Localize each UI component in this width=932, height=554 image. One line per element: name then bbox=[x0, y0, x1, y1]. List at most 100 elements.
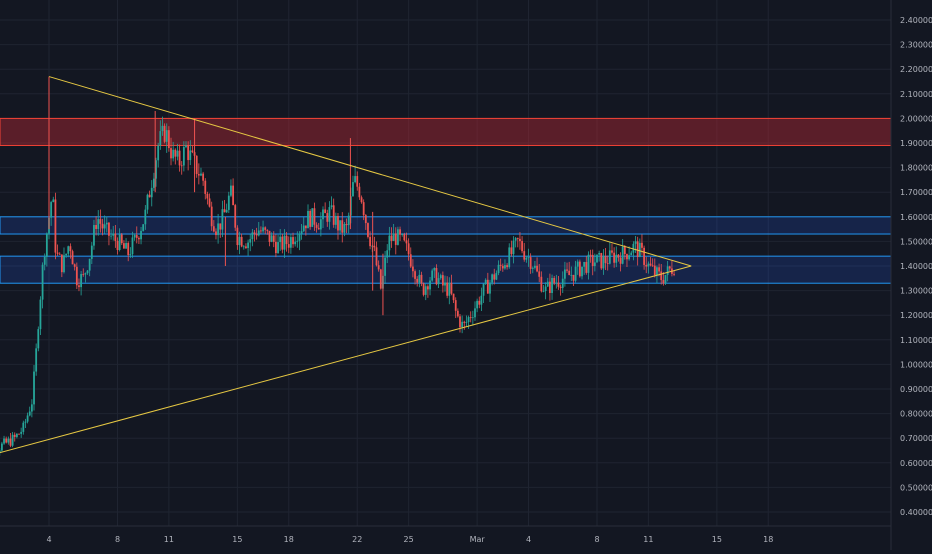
candle-body bbox=[189, 150, 192, 161]
candle-body bbox=[525, 257, 528, 260]
candle-body bbox=[360, 197, 363, 203]
candle-body bbox=[394, 233, 397, 245]
candle-body bbox=[138, 237, 140, 240]
candle-body bbox=[516, 238, 519, 239]
time-tick-label: 18 bbox=[284, 535, 294, 544]
candle-body bbox=[5, 438, 8, 443]
candle-body bbox=[148, 194, 151, 198]
candle-body bbox=[144, 209, 147, 225]
candle-body bbox=[390, 235, 393, 241]
candle-body bbox=[519, 238, 521, 242]
candle-body bbox=[373, 245, 376, 248]
candle-body bbox=[574, 266, 577, 281]
candle-body bbox=[593, 262, 596, 267]
trendline[interactable] bbox=[48, 76, 692, 267]
resistance-zone[interactable] bbox=[0, 117, 892, 146]
candle-body bbox=[296, 240, 299, 242]
candle-body bbox=[497, 264, 500, 273]
time-axis[interactable]: 4 8 11 15 18 22 25 Mar 4 8 11 15 18 bbox=[46, 535, 773, 544]
price-tick-label: 1.400000 bbox=[900, 262, 932, 271]
candle-body bbox=[397, 229, 399, 245]
candle-body bbox=[367, 223, 369, 237]
candle-body bbox=[195, 155, 198, 174]
candle-body bbox=[247, 242, 249, 249]
candle-body bbox=[41, 264, 44, 300]
support-zone[interactable] bbox=[0, 216, 892, 235]
candle-body bbox=[120, 234, 123, 244]
candle-body bbox=[39, 299, 42, 330]
candle-body bbox=[493, 274, 496, 280]
candle-body bbox=[103, 224, 106, 229]
candle-body bbox=[73, 264, 76, 267]
candle-body bbox=[210, 206, 213, 227]
candle-body bbox=[409, 254, 412, 267]
candle-body bbox=[581, 266, 583, 277]
support-zone[interactable] bbox=[0, 255, 892, 284]
candle-body bbox=[135, 235, 138, 238]
candle-body bbox=[146, 194, 149, 210]
candle-body bbox=[587, 254, 590, 273]
candle-body bbox=[309, 210, 312, 227]
candle-body bbox=[178, 150, 181, 166]
candle-body bbox=[45, 233, 48, 257]
candle-body bbox=[504, 265, 506, 269]
candle-body bbox=[298, 233, 301, 241]
candle-body bbox=[534, 265, 536, 268]
candle-body bbox=[529, 257, 532, 269]
candlestick-series[interactable] bbox=[0, 76, 675, 459]
candle-body bbox=[437, 278, 440, 285]
candle-body bbox=[287, 244, 290, 248]
candle-body bbox=[0, 450, 1, 453]
candle-body bbox=[542, 290, 545, 292]
trendlines[interactable] bbox=[0, 76, 692, 458]
candle-body bbox=[392, 233, 395, 241]
candle-body bbox=[429, 280, 431, 290]
candle-body bbox=[495, 272, 498, 280]
candle-body bbox=[444, 282, 446, 286]
candle-body bbox=[110, 235, 112, 237]
candle-body bbox=[165, 130, 168, 142]
candle-body bbox=[454, 300, 457, 311]
candle-body bbox=[386, 250, 389, 258]
time-tick-label: 8 bbox=[115, 535, 120, 544]
candle-body bbox=[170, 148, 172, 159]
candle-body bbox=[431, 270, 434, 281]
candle-body bbox=[388, 235, 391, 251]
candle-body bbox=[448, 282, 451, 296]
candle-body bbox=[426, 286, 429, 290]
candle-body bbox=[326, 213, 329, 222]
trendline[interactable] bbox=[0, 265, 692, 458]
candle-body bbox=[598, 253, 601, 255]
candle-body bbox=[161, 125, 164, 132]
candle-body bbox=[294, 241, 297, 245]
candle-body bbox=[157, 145, 160, 161]
candle-body bbox=[35, 348, 38, 372]
candle-body bbox=[93, 225, 95, 246]
candle-body bbox=[623, 246, 626, 255]
candle-body bbox=[304, 225, 307, 229]
candle-body bbox=[275, 241, 277, 254]
candle-body bbox=[174, 149, 177, 157]
price-tick-label: 1.300000 bbox=[900, 287, 932, 296]
candle-body bbox=[555, 282, 558, 284]
candle-body bbox=[95, 225, 97, 229]
candle-body bbox=[264, 227, 267, 230]
candle-body bbox=[238, 236, 241, 246]
candle-body bbox=[576, 261, 579, 267]
time-tick-label: 4 bbox=[526, 535, 531, 544]
candle-body bbox=[424, 286, 427, 295]
candle-body bbox=[364, 215, 367, 224]
candle-body bbox=[163, 125, 166, 142]
candle-body bbox=[313, 208, 316, 225]
candle-body bbox=[249, 239, 252, 243]
candle-body bbox=[97, 219, 100, 229]
candle-body bbox=[499, 264, 502, 266]
candle-body bbox=[531, 267, 534, 269]
price-axis[interactable]: 2.400000 2.300000 2.200000 2.100000 2.000000… bbox=[900, 16, 932, 517]
candle-body bbox=[566, 269, 568, 271]
candle-body bbox=[212, 226, 215, 232]
